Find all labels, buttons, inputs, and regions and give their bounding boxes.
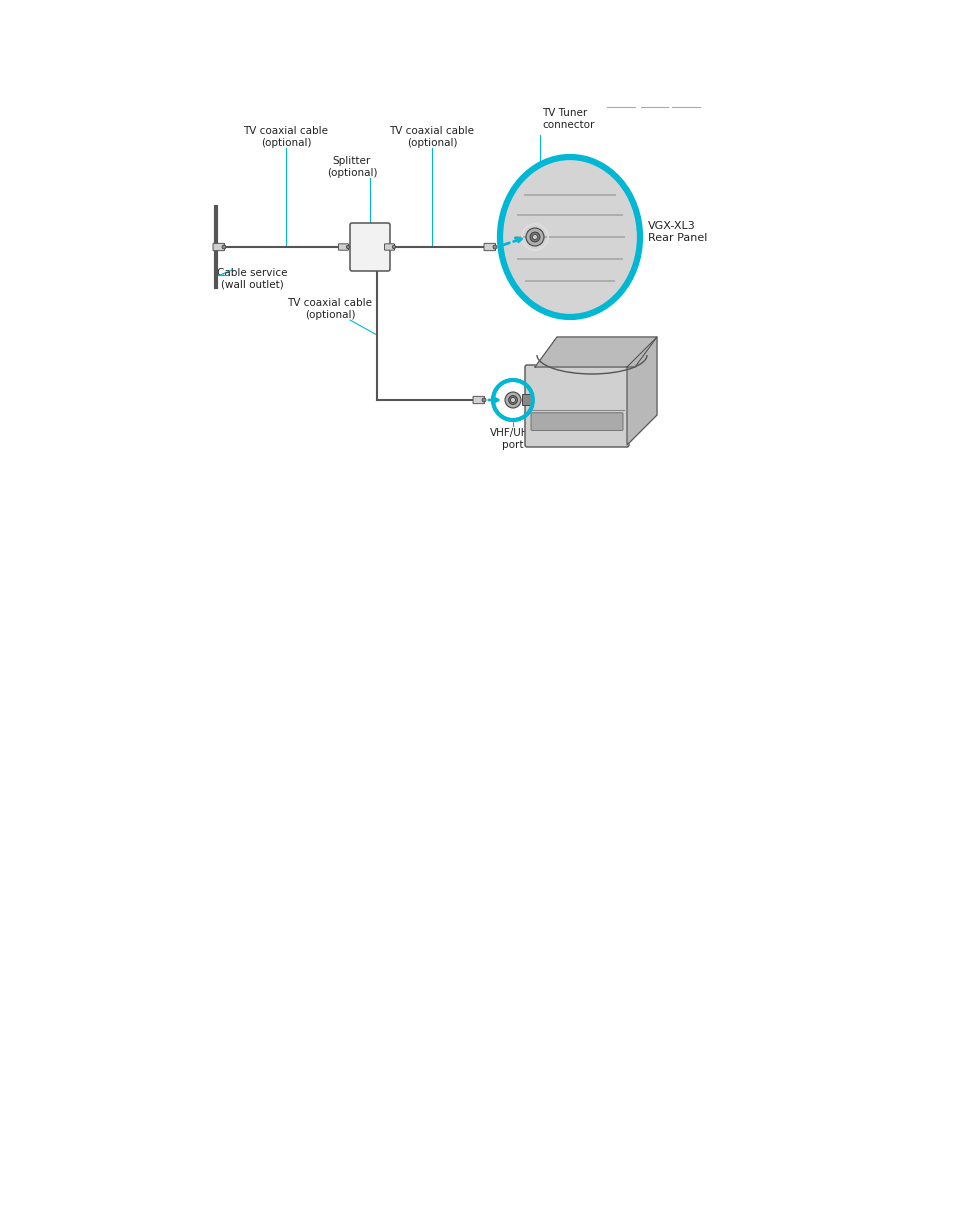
Text: TV coaxial cable
(optional): TV coaxial cable (optional) (243, 126, 328, 148)
Text: VHF/UHF
port: VHF/UHF port (490, 428, 536, 449)
FancyBboxPatch shape (531, 412, 622, 431)
Text: TV coaxial cable
(optional): TV coaxial cable (optional) (287, 298, 372, 320)
Text: Splitter
(optional): Splitter (optional) (327, 156, 376, 178)
Circle shape (532, 234, 537, 239)
FancyBboxPatch shape (473, 396, 484, 404)
Circle shape (222, 245, 226, 249)
Text: Cable service
(wall outlet): Cable service (wall outlet) (216, 267, 287, 290)
Text: TV Tuner
connector: TV Tuner connector (541, 108, 594, 130)
Circle shape (508, 395, 517, 405)
Polygon shape (626, 337, 657, 445)
Ellipse shape (499, 157, 639, 317)
FancyBboxPatch shape (524, 364, 628, 447)
Circle shape (481, 398, 485, 402)
Circle shape (510, 398, 515, 402)
Circle shape (392, 245, 395, 249)
Circle shape (493, 245, 497, 249)
Circle shape (504, 391, 520, 409)
Circle shape (530, 232, 539, 242)
FancyBboxPatch shape (522, 395, 531, 405)
Circle shape (346, 245, 350, 249)
FancyBboxPatch shape (338, 244, 348, 250)
Polygon shape (535, 337, 657, 367)
FancyBboxPatch shape (483, 243, 495, 250)
Text: VGX-XL3
Rear Panel: VGX-XL3 Rear Panel (647, 221, 706, 243)
Circle shape (525, 228, 543, 245)
Text: TV coaxial cable
(optional): TV coaxial cable (optional) (389, 126, 474, 148)
FancyBboxPatch shape (213, 243, 224, 250)
FancyBboxPatch shape (350, 223, 390, 271)
FancyBboxPatch shape (384, 244, 395, 250)
